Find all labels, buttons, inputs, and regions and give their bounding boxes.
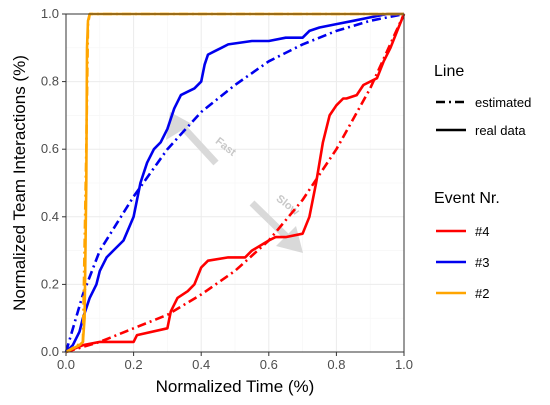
x-tick-label: 0.0: [57, 357, 75, 372]
legend-line-title: Line: [434, 63, 464, 80]
fast-arrow-head: [166, 112, 192, 140]
series-event-3-estimated: [64, 12, 405, 353]
series-event-4-real-data: [65, 13, 406, 354]
y-tick-label: 0.2: [41, 276, 59, 291]
x-axis-title: Normalized Time (%): [156, 377, 315, 396]
legend-line: Line estimated real data: [434, 63, 531, 138]
legend-label-event: #2: [475, 286, 489, 301]
slow-arrow-head: [276, 226, 303, 253]
slow-arrow-shaft: [249, 200, 293, 243]
x-tick-label: 0.6: [260, 357, 278, 372]
legend-label-dashdot: estimated: [475, 95, 531, 110]
y-tick-label: 0.0: [41, 344, 59, 359]
legend-event-title: Event Nr.: [434, 190, 500, 207]
legend-event: Event Nr. #4 #3 #2: [434, 190, 500, 301]
y-axis-ticks: 0.0 0.2 0.4 0.6 0.8 1.0: [41, 6, 66, 359]
x-tick-label: 0.4: [192, 357, 210, 372]
series-event-3-real-data: [65, 12, 404, 353]
y-tick-label: 0.8: [41, 74, 59, 89]
legend-label-event: #4: [475, 224, 489, 239]
legend-label-solid: real data: [475, 123, 526, 138]
y-tick-label: 0.6: [41, 141, 59, 156]
x-tick-label: 1.0: [395, 357, 413, 372]
fast-arrow-shaft: [178, 122, 219, 166]
x-axis-ticks: 0.0 0.2 0.4 0.6 0.8 1.0: [57, 352, 413, 372]
series-event-4-estimated: [65, 13, 406, 354]
y-tick-label: 1.0: [41, 6, 59, 21]
legend-label-event: #3: [475, 255, 489, 270]
x-tick-label: 0.8: [327, 357, 345, 372]
y-tick-label: 0.4: [41, 209, 59, 224]
plot-border: [65, 13, 405, 353]
y-axis-title: Normalized Team Interactions (%): [10, 55, 29, 311]
x-tick-label: 0.2: [125, 357, 143, 372]
